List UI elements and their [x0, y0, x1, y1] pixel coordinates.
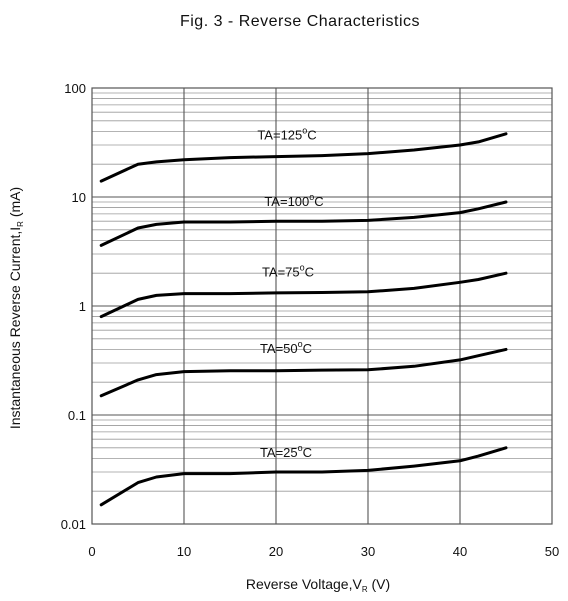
series-line	[99, 446, 508, 507]
y-axis-label: Instantaneous Reverse Current,IR (mA)	[7, 187, 25, 429]
series-label: TA=50oC	[260, 339, 312, 356]
x-axis-label: Reverse Voltage,VR (V)	[246, 576, 390, 594]
x-tick-label: 20	[269, 544, 283, 559]
chart-title: Fig. 3 - Reverse Characteristics	[180, 13, 420, 30]
series-line	[99, 132, 508, 183]
y-tick-label: 10	[72, 190, 86, 205]
y-tick-label: 0.01	[61, 517, 86, 532]
series-group	[99, 132, 508, 507]
x-tick-label: 10	[177, 544, 191, 559]
series-label: TA=125oC	[257, 126, 316, 143]
y-tick-label: 1	[79, 299, 86, 314]
series-line	[99, 271, 508, 319]
series-label: TA=100oC	[264, 192, 323, 209]
series-label: TA=25oC	[260, 443, 312, 460]
series-label: TA=75oC	[262, 263, 314, 280]
tick-labels: 0 10 20 30 40 50 0.01 0.1 1 10 100	[61, 81, 560, 559]
x-tick-label: 40	[453, 544, 467, 559]
x-tick-label: 0	[88, 544, 95, 559]
series-labels: TA=125oC TA=100oC TA=75oC TA=50oC TA=25oC	[257, 126, 323, 460]
grid	[92, 88, 552, 524]
y-tick-label: 0.1	[68, 408, 86, 423]
plot-frame	[91, 87, 553, 525]
x-tick-label: 50	[545, 544, 559, 559]
y-tick-label: 100	[64, 81, 86, 96]
x-tick-label: 30	[361, 544, 375, 559]
series-line	[99, 200, 508, 247]
series-line	[99, 347, 508, 398]
